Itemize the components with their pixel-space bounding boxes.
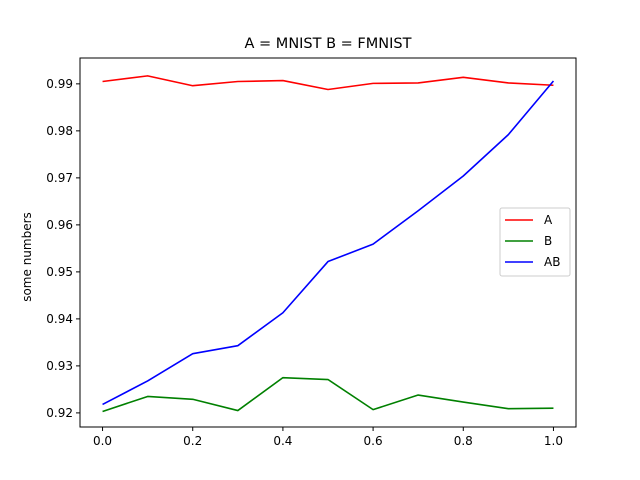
x-tick-label: 1.0	[544, 434, 563, 448]
y-tick-label: 0.96	[46, 218, 73, 232]
x-axis-ticks: 0.0 0.2 0.4 0.6 0.8 1.0	[93, 427, 563, 448]
y-tick-label: 0.95	[46, 265, 73, 279]
plot-frame	[79, 57, 577, 428]
x-tick-label: 0.2	[183, 434, 202, 448]
legend-label-b: B	[544, 234, 552, 248]
chart-title: A = MNIST B = FMNIST	[245, 36, 412, 52]
y-axis-label: some numbers	[20, 212, 34, 302]
y-tick-label: 0.93	[46, 359, 73, 373]
x-tick-label: 0.8	[454, 434, 473, 448]
series-line-a	[102, 75, 554, 91]
legend-label-a: A	[544, 213, 553, 227]
y-axis-ticks: 0.92 0.93 0.94 0.95 0.96 0.97 0.98 0.99	[46, 77, 80, 420]
series-line-ab	[102, 80, 555, 406]
x-tick-label: 0.0	[93, 434, 112, 448]
y-tick-label: 0.98	[46, 124, 73, 138]
legend-label-ab: AB	[544, 255, 560, 269]
y-tick-label: 0.92	[46, 406, 73, 420]
legend: AB AB	[499, 207, 571, 277]
x-tick-label: 0.6	[364, 434, 383, 448]
legend-box	[499, 207, 571, 277]
y-tick-label: 0.94	[46, 312, 73, 326]
y-tick-label: 0.97	[46, 171, 73, 185]
series-lines	[102, 75, 555, 413]
series-line-b	[102, 376, 554, 413]
y-tick-label: 0.99	[46, 77, 73, 91]
x-tick-label: 0.4	[273, 434, 292, 448]
